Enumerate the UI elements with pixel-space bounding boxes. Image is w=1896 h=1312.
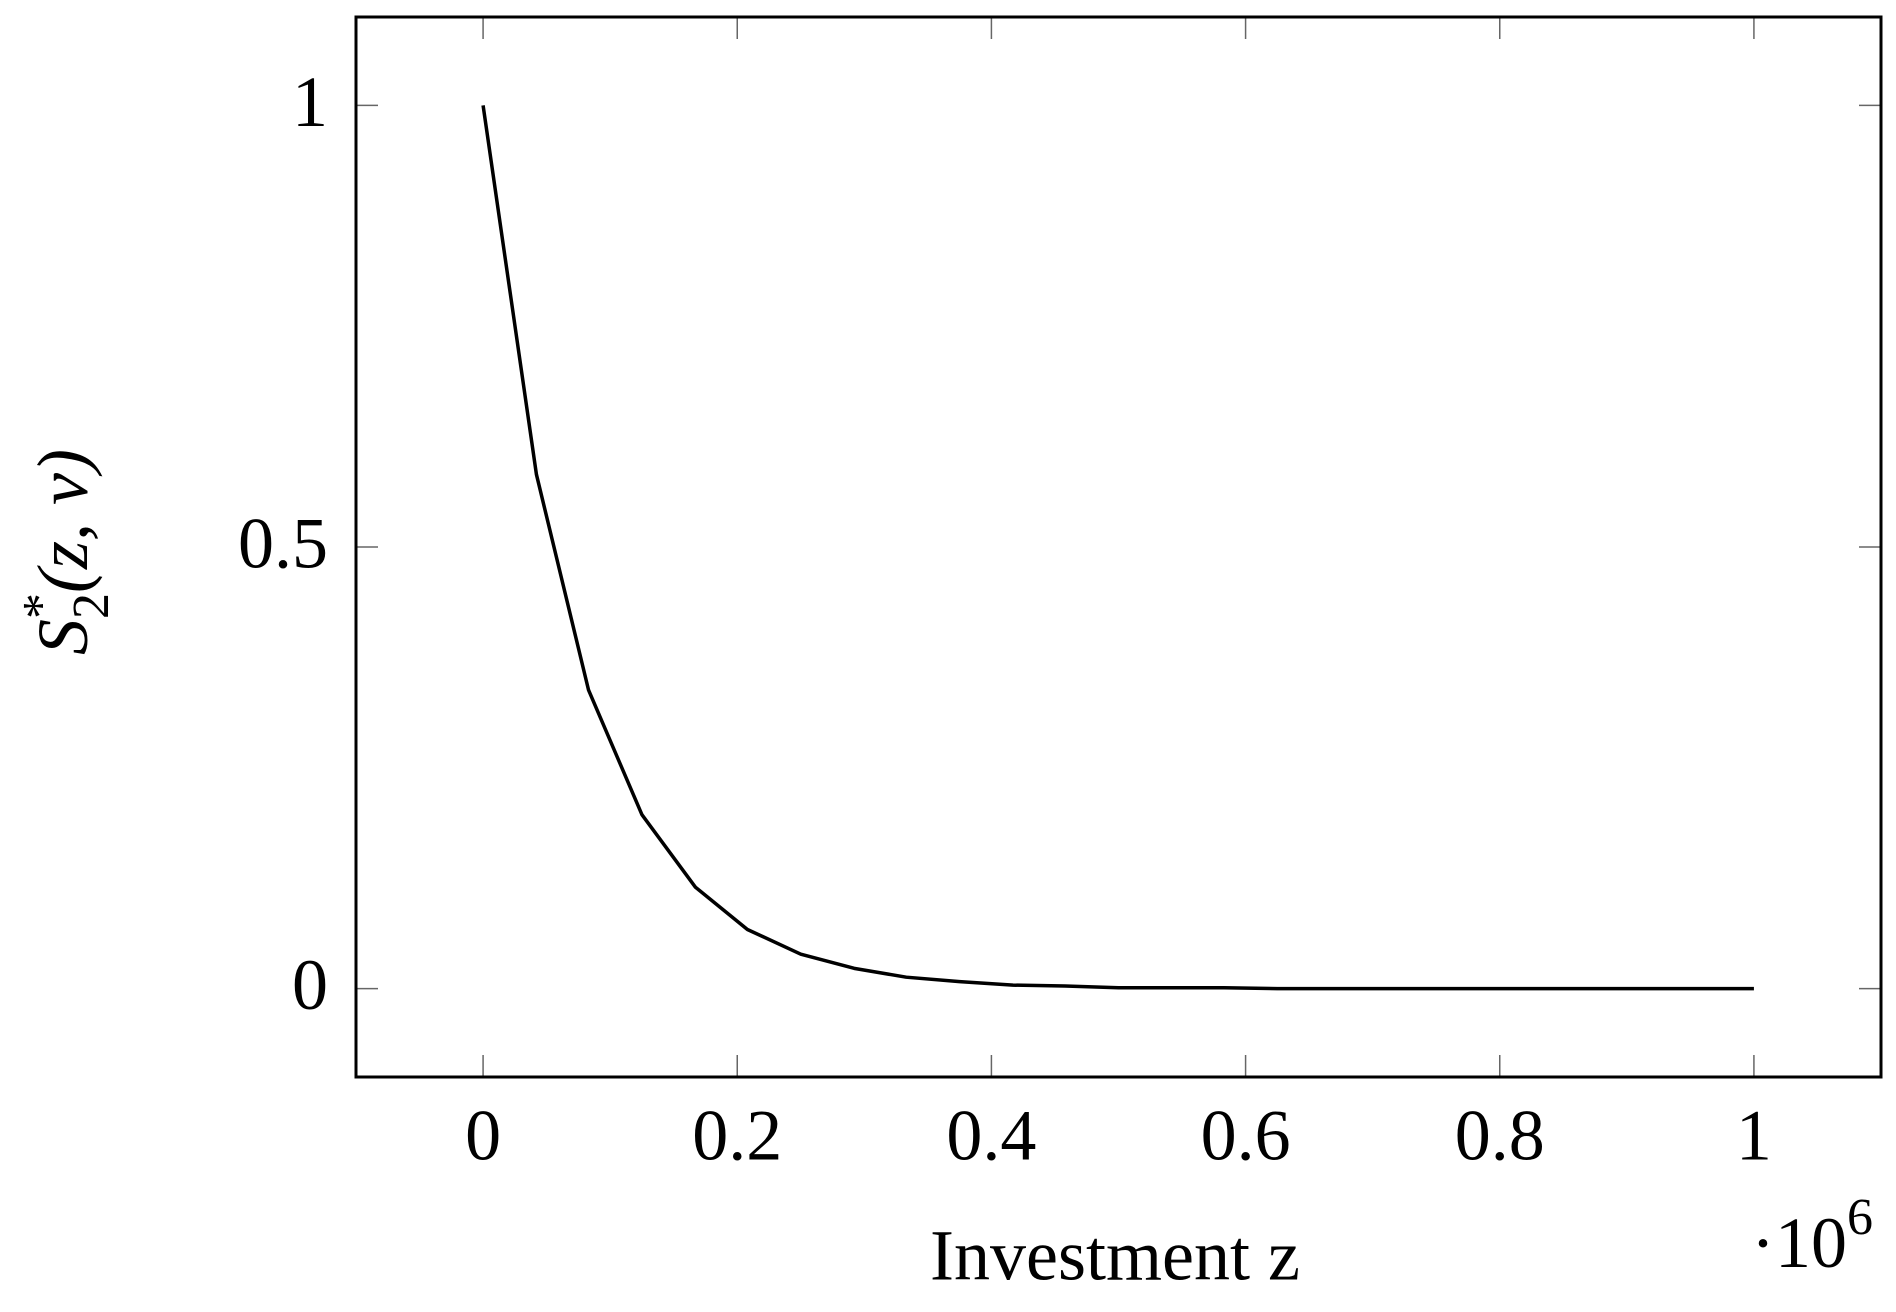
x-tick-label: 0.4 [946, 1096, 1036, 1176]
x-tick-label: 1 [1736, 1096, 1772, 1176]
y-tick-label: 0 [292, 945, 328, 1025]
x-tick-label: 0.2 [692, 1096, 782, 1176]
x-multiplier-exponent: 6 [1847, 1189, 1873, 1246]
x-multiplier: ·106 [1751, 1189, 1873, 1283]
y-axis-label: S*2(z, v) [13, 449, 120, 655]
x-tick-label: 0.6 [1201, 1096, 1291, 1176]
y-tick-label: 1 [292, 62, 328, 142]
x-tick-label: 0 [465, 1096, 501, 1176]
x-multiplier-base: ·10 [1751, 1203, 1847, 1283]
y-label-args: (z, v) [23, 449, 103, 593]
x-tick-label: 0.8 [1455, 1096, 1545, 1176]
y-label-base: S [23, 619, 103, 655]
y-label-sup: * [13, 593, 70, 619]
x-axis-label: Investment z [930, 1216, 1300, 1296]
plot-frame [354, 15, 1883, 1079]
y-tick-label: 0.5 [238, 504, 328, 584]
y-label-sub: 2 [63, 593, 120, 619]
data-line [481, 105, 1754, 991]
